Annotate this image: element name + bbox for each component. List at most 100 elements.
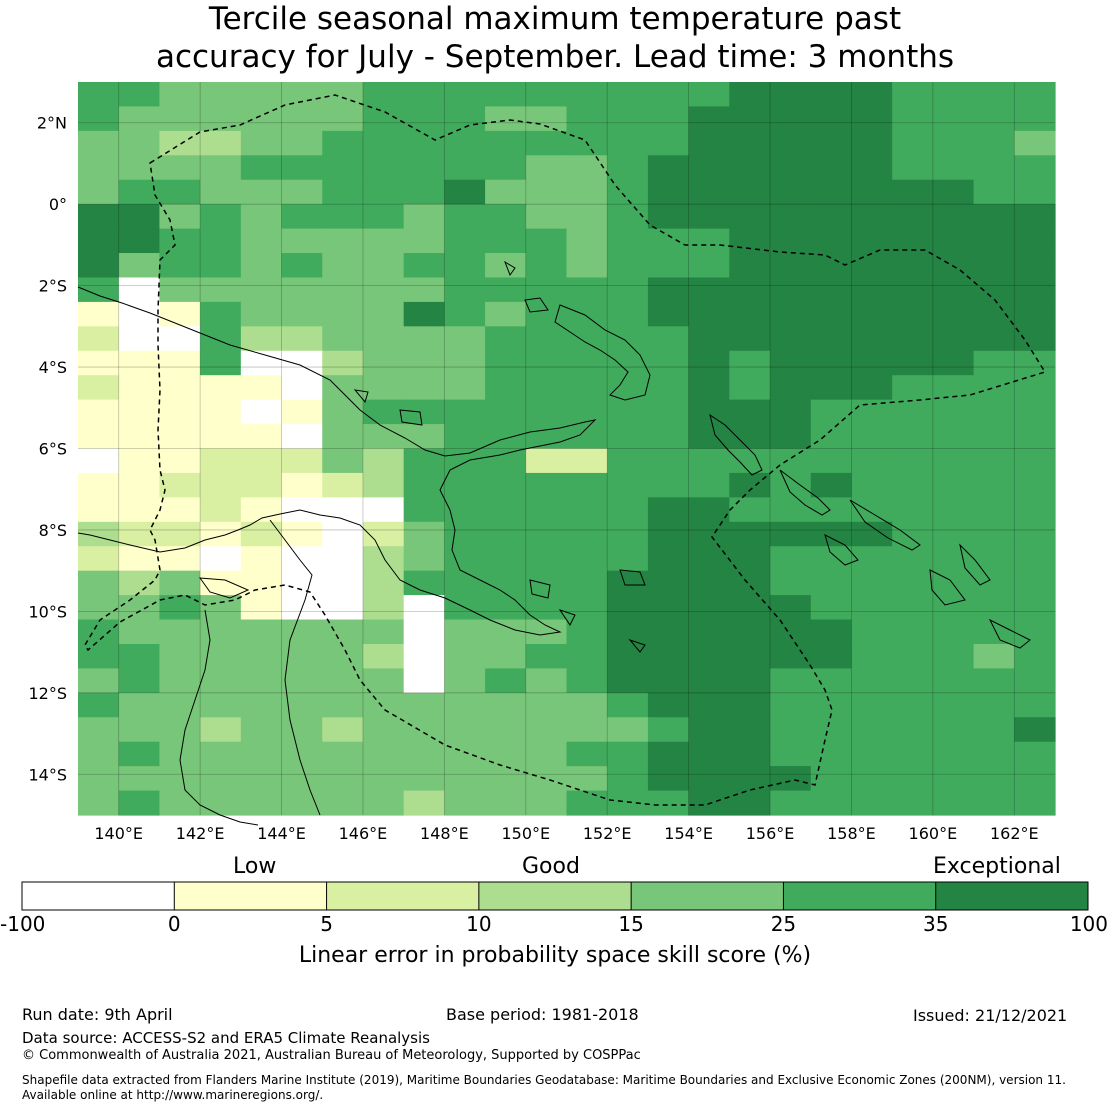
grid-cell — [281, 741, 323, 767]
latitude-tick-label: 6°S — [39, 440, 67, 459]
grid-cell — [607, 521, 649, 547]
grid-cell — [688, 301, 730, 327]
grid-cell — [973, 570, 1015, 596]
grid-cell — [729, 155, 771, 181]
grid-cell — [403, 546, 445, 572]
grid-cell — [118, 692, 161, 718]
grid-cell — [281, 472, 323, 498]
grid-cell — [1014, 497, 1056, 523]
grid-cell — [607, 643, 649, 669]
grid-cell — [607, 179, 649, 205]
grid-cell — [892, 350, 934, 376]
grid-cell — [78, 570, 120, 596]
grid-cell — [240, 472, 283, 498]
grid-cell — [322, 546, 364, 572]
grid-cell — [281, 790, 323, 816]
colorbar-border — [21, 881, 1089, 911]
grid-cell — [688, 546, 730, 572]
grid-cell — [607, 595, 649, 621]
png-eez-boundary — [84, 94, 1047, 806]
grid-cell — [78, 350, 120, 376]
grid-cell — [607, 326, 649, 352]
grid-cell — [362, 228, 405, 254]
grid-cell — [770, 766, 812, 792]
grid-cell — [159, 424, 201, 450]
grid-cell — [159, 692, 201, 718]
grid-cell — [403, 106, 445, 132]
grid-cell — [566, 546, 608, 572]
grid-cell — [770, 350, 812, 376]
grid-cell — [485, 424, 527, 450]
grid-cell — [444, 82, 486, 108]
grid-cell — [770, 741, 812, 767]
grid-cell — [485, 595, 527, 621]
grid-cell — [525, 228, 568, 254]
grid-cell — [403, 643, 445, 669]
grid-cell — [403, 228, 445, 254]
grid-cell — [851, 301, 893, 327]
grid-cell — [892, 766, 934, 792]
grid-cell — [770, 228, 812, 254]
longitude-tick-label: 158°E — [827, 824, 876, 843]
title-line-2: accuracy for July - September. Lead time… — [155, 39, 955, 75]
grid-cell — [281, 448, 323, 474]
grid-cell — [362, 277, 405, 303]
grid-cell — [444, 497, 486, 523]
grid-cell — [200, 741, 242, 767]
grid-cell — [403, 301, 445, 327]
grid-cell — [403, 766, 445, 792]
grid-cell — [525, 766, 568, 792]
australia-coastline — [179, 519, 321, 826]
grid-cell — [851, 570, 893, 596]
grid-cell — [688, 204, 730, 230]
grid-cell — [118, 570, 161, 596]
grid-cell — [647, 643, 690, 669]
grid-cell — [810, 326, 853, 352]
colorbar-segment — [174, 882, 327, 910]
grid-cell — [444, 179, 486, 205]
grid-cell — [200, 375, 242, 401]
grid-cell — [729, 375, 771, 401]
grid-cell — [973, 106, 1015, 132]
grid-cell — [607, 399, 649, 425]
grid-cell — [78, 179, 120, 205]
base-period: Base period: 1981-2018 — [446, 1005, 639, 1024]
shapefile-credit-line-1: Shapefile data extracted from Flanders M… — [22, 1073, 1066, 1087]
grid-cell — [566, 570, 608, 596]
grid-cell — [403, 326, 445, 352]
grid-cell — [932, 448, 975, 474]
bougainville-coastline — [709, 413, 763, 476]
grid-cell — [78, 448, 120, 474]
grid-cell — [362, 717, 405, 743]
grid-cell — [566, 717, 608, 743]
grid-cell — [240, 301, 283, 327]
grid-cell — [281, 106, 323, 132]
grid-cell — [159, 82, 201, 108]
colorbar-label-low: Low — [233, 854, 277, 879]
grid-cell — [892, 424, 934, 450]
grid-cell — [159, 130, 201, 156]
grid-cell — [362, 375, 405, 401]
grid-cell — [362, 668, 405, 694]
grid-cell — [485, 204, 527, 230]
grid-cell — [485, 546, 527, 572]
grid-cell — [525, 106, 568, 132]
grid-cell — [1014, 570, 1056, 596]
longitude-tick-label: 148°E — [420, 824, 469, 843]
grid-cell — [810, 448, 853, 474]
grid-cell — [932, 546, 975, 572]
grid-cell — [525, 521, 568, 547]
grid-cell — [566, 766, 608, 792]
grid-cell — [78, 497, 120, 523]
grid-cell — [810, 253, 853, 279]
grid-cell — [485, 326, 527, 352]
grid-cell — [607, 204, 649, 230]
grid-cell — [525, 155, 568, 181]
grid-cell — [892, 204, 934, 230]
grid-cell — [810, 619, 853, 645]
grid-cell — [770, 130, 812, 156]
grid-cell — [647, 106, 690, 132]
grid-cell — [78, 424, 120, 450]
grid-cell — [973, 741, 1015, 767]
